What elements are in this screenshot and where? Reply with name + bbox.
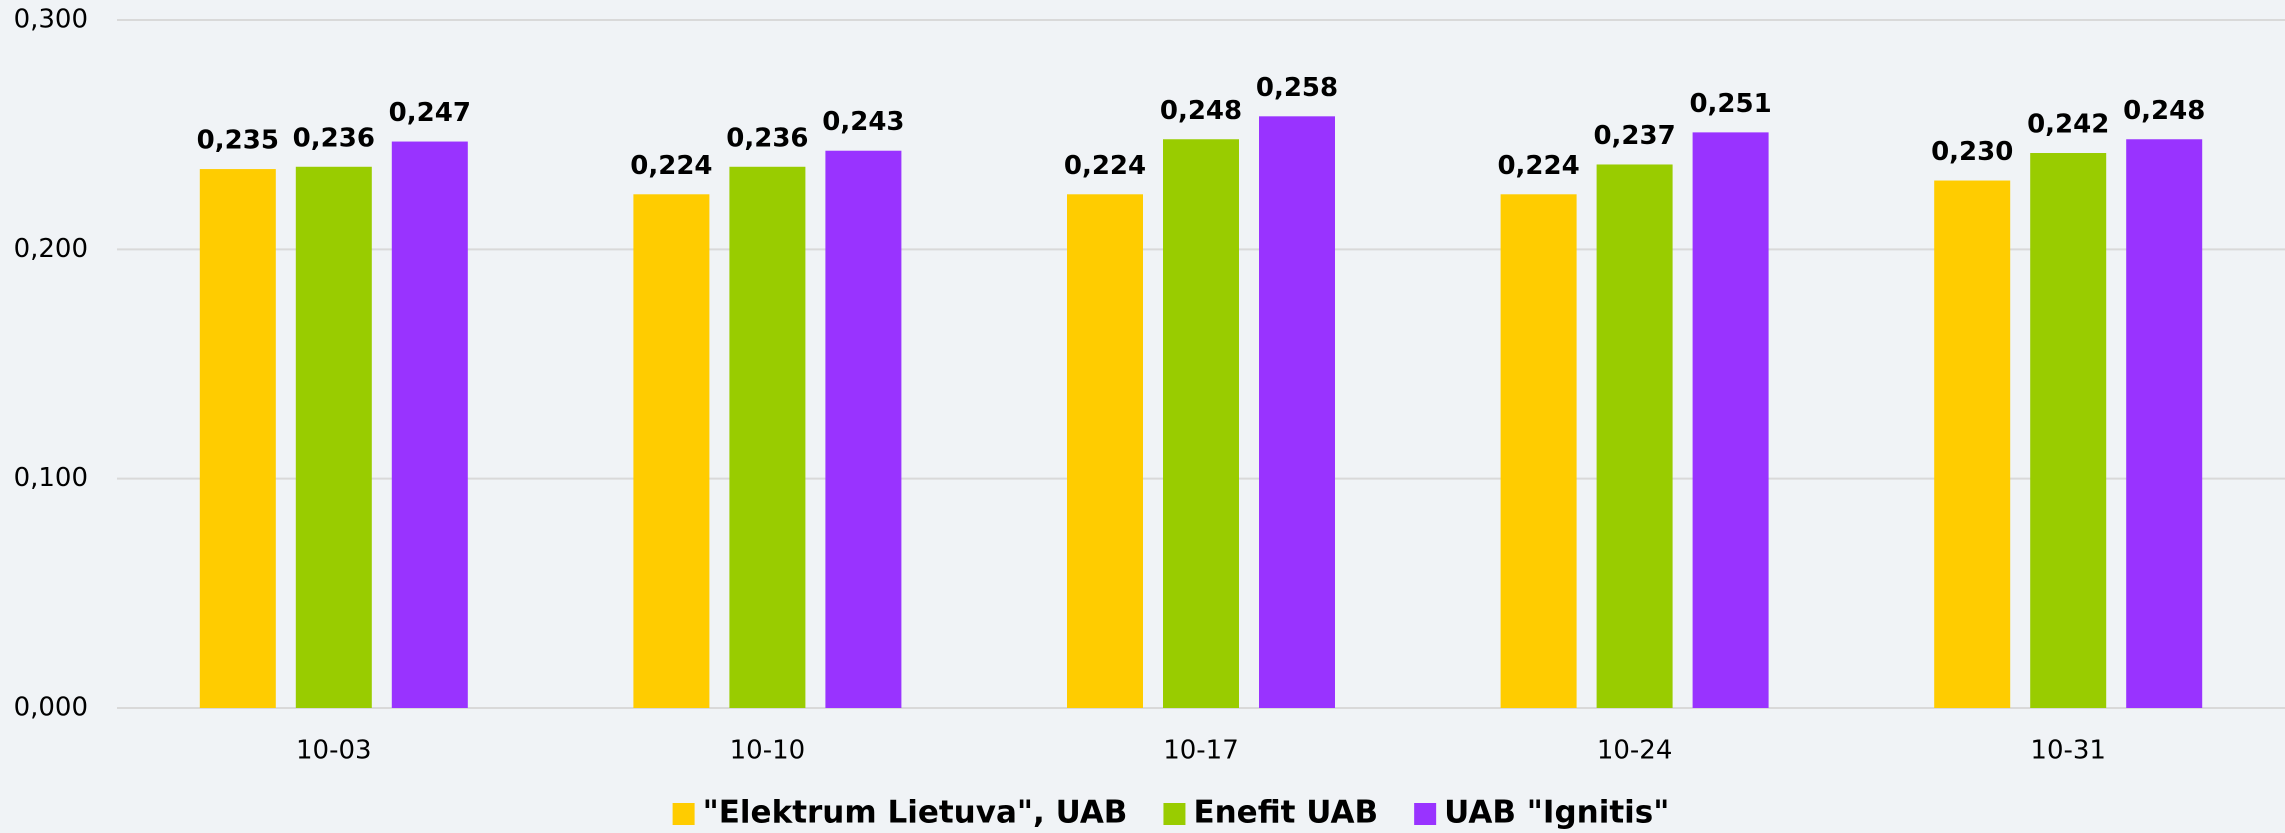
bar [633, 194, 710, 708]
value-label: 0,242 [2027, 110, 2109, 140]
legend-label: UAB "Ignitis" [1444, 795, 1669, 831]
value-label: 0,243 [822, 107, 904, 137]
value-label: 0,230 [1931, 137, 2013, 167]
y-tick-label: 0,200 [14, 234, 88, 264]
legend-label: Enefit UAB [1193, 795, 1378, 831]
bar [1163, 139, 1239, 709]
bar [295, 166, 372, 709]
x-tick-label: 10-03 [296, 736, 372, 766]
x-tick-label: 10-10 [730, 736, 806, 766]
x-tick-label: 10-17 [1163, 736, 1239, 766]
x-tick-label: 10-24 [1597, 736, 1673, 766]
bar [1500, 194, 1577, 708]
bar [391, 141, 468, 709]
bar [2126, 139, 2203, 709]
bar [199, 169, 276, 709]
value-label: 0,224 [630, 151, 712, 181]
legend-swatch [1414, 803, 1437, 825]
value-label: 0,236 [726, 123, 808, 153]
bar [825, 150, 902, 709]
value-label: 0,224 [1064, 151, 1146, 181]
value-label: 0,235 [197, 126, 279, 156]
bar [2030, 153, 2107, 709]
value-label: 0,258 [1256, 73, 1338, 103]
y-tick-label: 0,100 [14, 463, 88, 493]
y-tick-label: 0,000 [14, 693, 88, 723]
value-label: 0,248 [1160, 96, 1242, 126]
value-label: 0,236 [293, 123, 375, 153]
value-label: 0,251 [1689, 89, 1771, 119]
x-tick-label: 10-31 [2030, 736, 2106, 766]
bar [1067, 194, 1143, 708]
value-label: 0,224 [1497, 151, 1579, 181]
legend-swatch [1163, 803, 1186, 825]
value-label: 0,247 [389, 98, 471, 128]
bar [729, 166, 806, 709]
bar [1259, 116, 1335, 708]
value-label: 0,248 [2123, 96, 2205, 126]
bar [1692, 132, 1769, 708]
value-label: 0,237 [1593, 121, 1675, 151]
y-tick-label: 0,300 [14, 5, 88, 35]
bar [1596, 164, 1673, 709]
legend-label: "Elektrum Lietuva", UAB [703, 795, 1128, 831]
bar [1934, 180, 2011, 709]
legend-swatch [672, 803, 695, 825]
